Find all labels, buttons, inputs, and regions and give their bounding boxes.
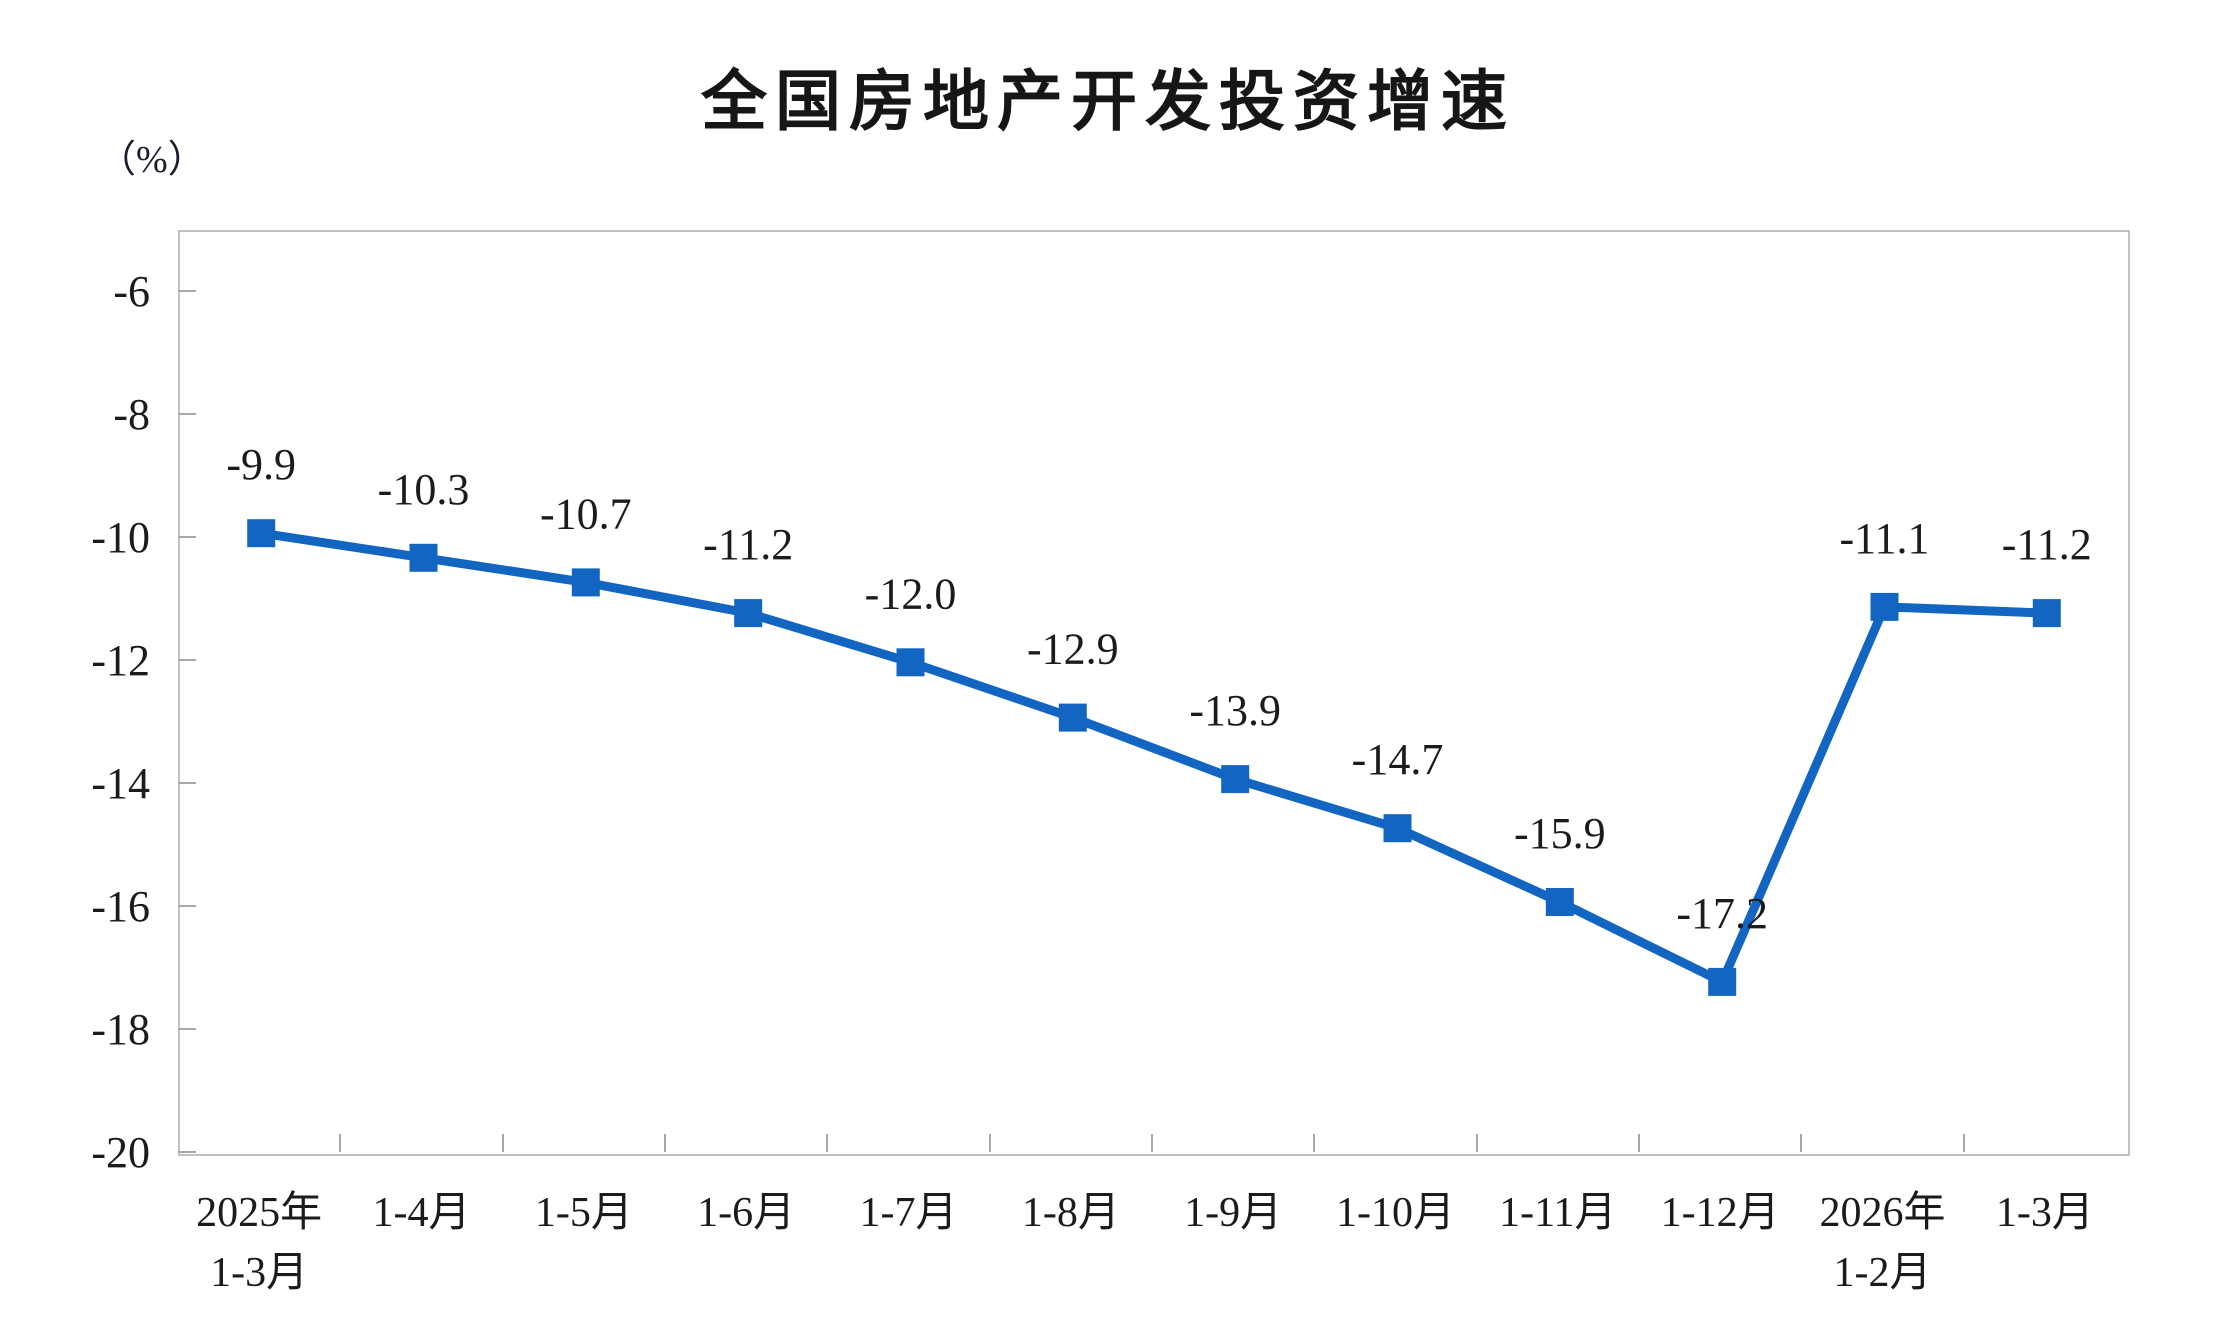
- x-tick-mark: [1313, 1134, 1316, 1152]
- y-tick-mark: [178, 659, 196, 662]
- y-tick-mark: [178, 1028, 196, 1031]
- data-point-label: -17.2: [1676, 889, 1768, 938]
- x-category-label: 1-5月: [534, 1190, 633, 1236]
- y-axis-unit-label: （%）: [98, 139, 206, 181]
- x-category-label: 1-12月: [1660, 1190, 1780, 1236]
- x-category-label: 1-9月: [1184, 1190, 1283, 1236]
- y-tick-label: -18: [91, 1004, 150, 1054]
- data-point-label: -11.2: [703, 520, 793, 569]
- x-category-label: 1-6月: [697, 1190, 796, 1236]
- y-tick-label: -14: [91, 758, 150, 808]
- data-point-label: -9.9: [226, 440, 296, 489]
- x-category-label: 1-3月: [1995, 1190, 2094, 1236]
- data-series-line: [260, 528, 2047, 989]
- y-tick-label: -12: [91, 635, 150, 685]
- y-tick-label: -20: [91, 1127, 150, 1177]
- x-tick-mark: [988, 1134, 991, 1152]
- x-tick-mark: [501, 1134, 504, 1152]
- x-tick-mark: [339, 1134, 342, 1152]
- data-point-label: -10.7: [540, 489, 632, 538]
- data-point-marker: [2032, 599, 2061, 628]
- y-tick-mark: [178, 905, 196, 908]
- x-tick-mark: [1151, 1134, 1153, 1152]
- data-point-label: -12.9: [1027, 625, 1119, 674]
- y-tick-mark: [178, 1151, 196, 1153]
- y-tick-label: -10: [91, 512, 150, 562]
- data-point-label: -11.2: [2002, 520, 2092, 569]
- y-tick-label: -6: [113, 266, 150, 316]
- data-point-label: -10.3: [378, 465, 470, 514]
- chart-title: 全国房地产开发投资增速: [701, 64, 1515, 138]
- x-tick-mark: [1638, 1134, 1640, 1152]
- y-tick-mark: [178, 413, 196, 416]
- data-point-marker: [1708, 967, 1737, 996]
- y-tick-label: -16: [91, 881, 150, 931]
- x-tick-mark: [1962, 1134, 1965, 1152]
- y-tick-label: -8: [113, 389, 150, 439]
- x-tick-mark: [664, 1134, 666, 1152]
- data-point-marker: [1545, 888, 1574, 916]
- x-category-label: 2025年 1-3月: [196, 1190, 323, 1296]
- data-point-label: -14.7: [1352, 735, 1444, 784]
- data-point-marker: [1221, 765, 1250, 794]
- x-category-label: 1-7月: [859, 1190, 958, 1236]
- data-point-marker: [1383, 814, 1412, 843]
- x-category-label: 1-10月: [1336, 1190, 1455, 1236]
- y-tick-mark: [178, 290, 196, 293]
- data-point-marker: [1058, 703, 1087, 732]
- data-point-marker: [1870, 592, 1899, 621]
- line-series-svg: -9.9 -10.3 -10.7 -11.2 -12.0 -12.9 -13.9 -14.7 -…: [226, 440, 2092, 996]
- x-category-label: 1-4月: [372, 1190, 471, 1236]
- data-point-label: -11.1: [1839, 514, 1929, 563]
- data-point-marker: [247, 519, 276, 548]
- x-category-label: 1-11月: [1499, 1190, 1617, 1236]
- x-category-label: 1-8月: [1021, 1190, 1120, 1236]
- y-tick-mark: [178, 536, 196, 539]
- data-point-marker: [409, 543, 438, 572]
- data-point-label: -13.9: [1189, 686, 1281, 735]
- y-tick-mark: [178, 782, 196, 785]
- plot-area: -9.9 -10.3 -10.7 -11.2 -12.0 -12.9 -13.9 -14.7 -…: [178, 230, 2130, 1156]
- x-tick-mark: [1475, 1134, 1478, 1152]
- data-point-label: -15.9: [1514, 809, 1606, 858]
- x-category-label: 2026年 1-2月: [1819, 1190, 1946, 1296]
- data-point-marker: [896, 648, 925, 677]
- x-tick-mark: [826, 1134, 829, 1152]
- data-point-marker: [734, 599, 763, 628]
- data-point-label: -12.0: [865, 569, 957, 618]
- x-tick-mark: [1800, 1134, 1803, 1152]
- data-point-marker: [571, 568, 600, 597]
